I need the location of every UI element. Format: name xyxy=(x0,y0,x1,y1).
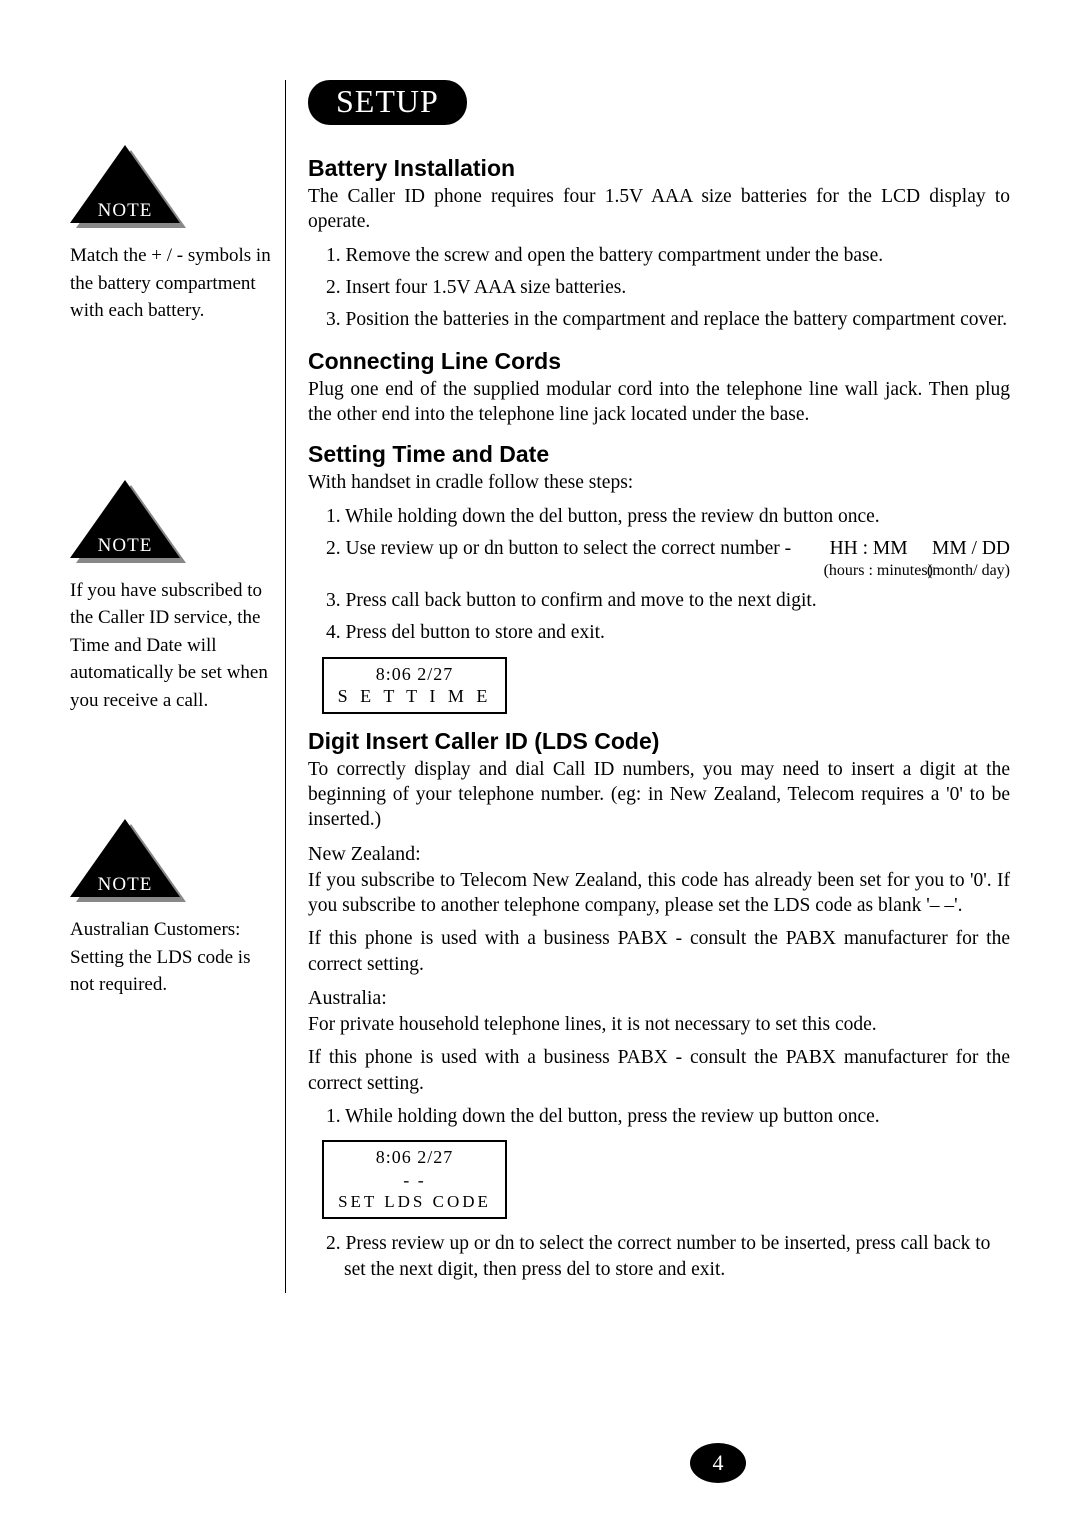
step: 1. While holding down the del button, pr… xyxy=(326,504,1010,530)
lds-intro: To correctly display and dial Call ID nu… xyxy=(308,757,1010,833)
lds-steps: 1. While holding down the del button, pr… xyxy=(308,1104,1010,1130)
page-number-oval: 4 xyxy=(690,1443,746,1483)
step: 2. Insert four 1.5V AAA size batteries. xyxy=(326,275,1010,301)
step: 3. Position the batteries in the compart… xyxy=(326,307,1010,333)
note-text: Australian Customers: Setting the LDS co… xyxy=(70,916,271,999)
lcd-line: S E T T I M E xyxy=(332,685,497,708)
heading-timedate: Setting Time and Date xyxy=(308,441,1010,468)
au-text-2: If this phone is used with a business PA… xyxy=(308,1045,1010,1096)
note-label: NOTE xyxy=(70,200,180,222)
nz-text-1: If you subscribe to Telecom New Zealand,… xyxy=(308,868,1010,919)
note-1: NOTE Match the + / - symbols in the batt… xyxy=(70,145,271,325)
timedate-intro: With handset in cradle follow these step… xyxy=(308,470,1010,495)
au-text-1: For private household telephone lines, i… xyxy=(308,1012,1010,1037)
time-format: HH : MM MM / DD xyxy=(838,536,1010,562)
step: 2. Use review up or dn button to select … xyxy=(326,536,1010,582)
lcd-line: 8:06 2/27 xyxy=(332,663,497,686)
lcd-setlds: 8:06 2/27 - - SET LDS CODE xyxy=(322,1140,507,1218)
heading-cords: Connecting Line Cords xyxy=(308,348,1010,375)
nz-text-2: If this phone is used with a business PA… xyxy=(308,926,1010,977)
step: 4. Press del button to store and exit. xyxy=(326,620,1010,646)
setup-badge: SETUP xyxy=(308,80,467,125)
battery-steps: 1. Remove the screw and open the battery… xyxy=(308,243,1010,334)
note-icon: NOTE xyxy=(70,819,190,904)
note-text: Match the + / - symbols in the battery c… xyxy=(70,242,271,325)
lcd-line: SET LDS CODE xyxy=(332,1191,497,1212)
page-number: 4 xyxy=(690,1443,746,1483)
step: 3. Press call back button to confirm and… xyxy=(326,588,1010,614)
lcd-line: 8:06 2/27 xyxy=(332,1146,497,1169)
note-label: NOTE xyxy=(70,535,180,557)
battery-intro: The Caller ID phone requires four 1.5V A… xyxy=(308,184,1010,235)
heading-lds: Digit Insert Caller ID (LDS Code) xyxy=(308,728,1010,755)
main-content: SETUP Battery Installation The Caller ID… xyxy=(285,80,1010,1293)
step: 1. Remove the screw and open the battery… xyxy=(326,243,1010,269)
format-hm: HH : MM xyxy=(830,538,908,559)
note-icon: NOTE xyxy=(70,145,190,230)
note-2: NOTE If you have subscribed to the Calle… xyxy=(70,480,271,715)
lds-steps-2: 2. Press review up or dn to select the c… xyxy=(308,1231,1010,1284)
cords-intro: Plug one end of the supplied modular cor… xyxy=(308,377,1010,428)
au-head: Australia: xyxy=(308,987,1010,1010)
sidebar-notes: NOTE Match the + / - symbols in the batt… xyxy=(70,80,285,1293)
nz-head: New Zealand: xyxy=(308,843,1010,866)
step: 2. Press review up or dn to select the c… xyxy=(326,1231,1010,1284)
format-md: MM / DD xyxy=(932,538,1010,559)
note-text: If you have subscribed to the Caller ID … xyxy=(70,577,271,715)
step: 1. While holding down the del button, pr… xyxy=(326,1104,1010,1130)
time-format-sub: (hours : minutes) (month/ day) xyxy=(344,560,1010,582)
lcd-line: - - xyxy=(332,1169,497,1192)
lcd-settime: 8:06 2/27 S E T T I M E xyxy=(322,657,507,714)
note-icon: NOTE xyxy=(70,480,190,565)
heading-battery: Battery Installation xyxy=(308,155,1010,182)
note-label: NOTE xyxy=(70,874,180,896)
note-3: NOTE Australian Customers: Setting the L… xyxy=(70,819,271,999)
step-text: 2. Use review up or dn button to select … xyxy=(344,536,838,562)
timedate-steps: 1. While holding down the del button, pr… xyxy=(308,504,1010,647)
